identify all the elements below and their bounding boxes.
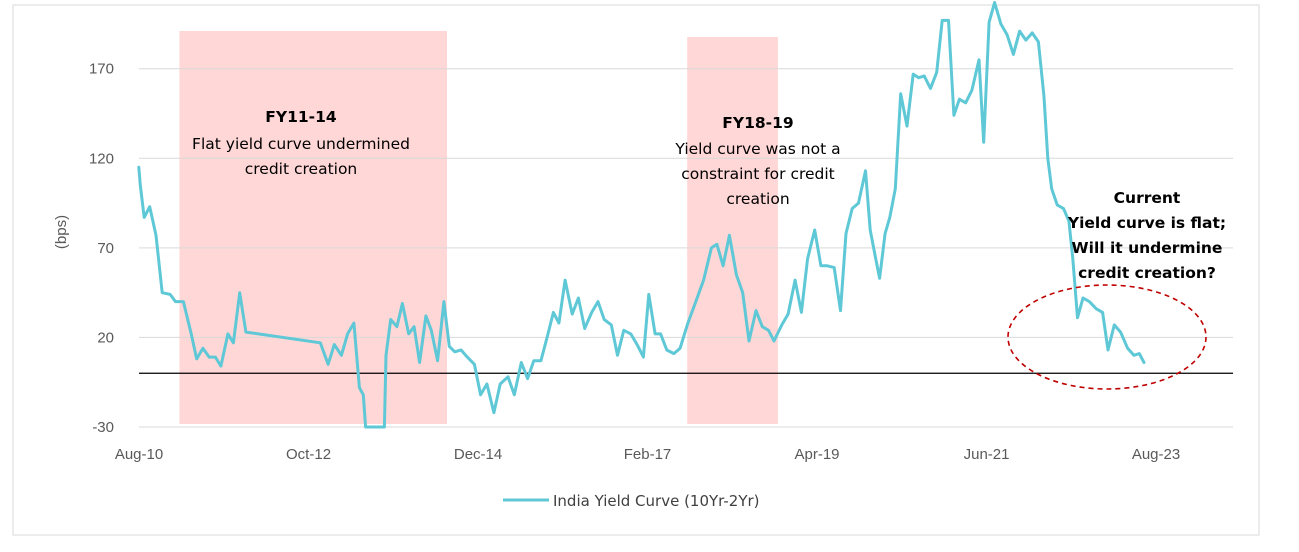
x-axis-ticks: Aug-10 Oct-12 Dec-14 Feb-17 Apr-19 Jun-21 Aug-… [115,446,1180,463]
y-axis-label: (bps) [53,215,70,249]
fy11-14-note: FY11-14 Flat yield curve undermined cred… [192,108,410,178]
x-tick-label: Apr-19 [795,446,840,463]
current-annotation-line-4: credit creation? [1078,264,1216,282]
y-tick-label: -30 [92,419,114,436]
fy18-19-line-3: creation [726,190,789,208]
current-annotation-line-1: Current [1114,189,1181,207]
x-tick-label: Dec-14 [454,446,502,463]
y-tick-label: 120 [89,150,114,167]
fy11-14-title: FY11-14 [265,108,337,126]
y-tick-label: 170 [89,61,114,78]
x-tick-label: Oct-12 [286,446,331,463]
current-annotation: Current Yield curve is flat; Will it und… [1007,189,1226,390]
x-tick-label: Aug-23 [1132,446,1180,463]
y-tick-label: 20 [97,329,114,346]
highlight-ellipse [1007,284,1207,390]
series-layer [137,1,1146,429]
current-annotation-line-3: Will it undermine [1072,239,1223,257]
shaded-region-fy18-19 [687,37,778,424]
current-annotation-line-2: Yield curve is flat; [1067,214,1226,232]
gridlines [139,68,1233,428]
series-line-india-yield-curve [137,1,1146,429]
x-tick-label: Aug-10 [115,446,163,463]
y-tick-label: 70 [97,240,114,257]
fy18-19-line-1: Yield curve was not a [674,140,840,158]
legend: India Yield Curve (10Yr-2Yr) [503,492,760,510]
legend-label: India Yield Curve (10Yr-2Yr) [553,492,760,510]
fy11-14-line-1: Flat yield curve undermined [192,135,410,153]
x-tick-label: Jun-21 [964,446,1010,463]
x-tick-label: Feb-17 [624,446,672,463]
y-axis-ticks: -30 20 70 120 170 [89,61,114,436]
fy18-19-note: FY18-19 Yield curve was not a constraint… [674,114,840,208]
fy18-19-line-2: constraint for credit [681,165,835,183]
fy18-19-title: FY18-19 [722,114,793,132]
fy11-14-line-2: credit creation [245,160,358,178]
